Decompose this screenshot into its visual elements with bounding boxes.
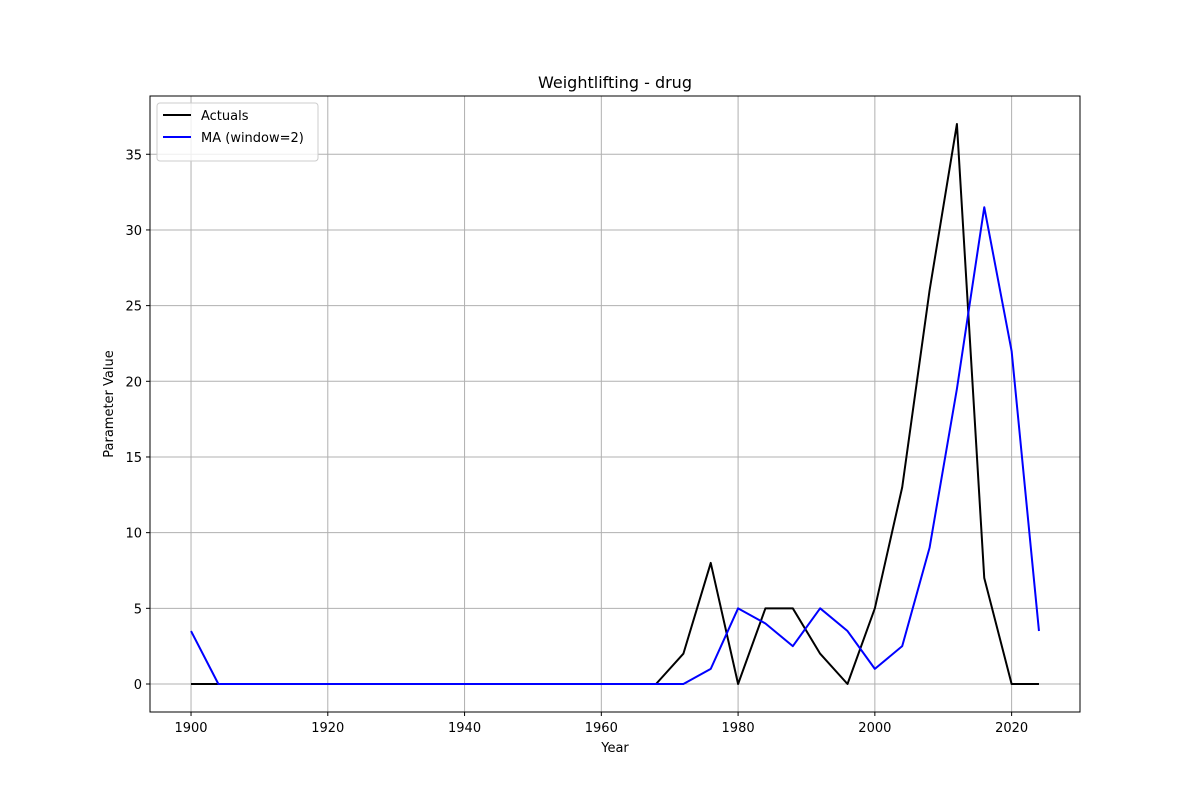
y-tick-label: 20 [125, 375, 142, 390]
legend-box [156, 102, 319, 162]
y-tick-label: 15 [125, 451, 142, 466]
legend-label: MA (window=2) [201, 131, 304, 146]
grid-lines [150, 96, 1080, 712]
x-tick-label: 1900 [174, 721, 207, 736]
y-tick-label: 10 [125, 527, 142, 542]
x-tick-label: 1920 [311, 721, 344, 736]
y-tick-label: 5 [134, 602, 142, 617]
x-tick-label: 2020 [995, 721, 1028, 736]
y-tick-label: 35 [125, 148, 142, 163]
x-tick-label: 1940 [448, 721, 481, 736]
y-tick-label: 25 [125, 300, 142, 315]
series-line-2 [190, 206, 1040, 685]
axis-ticks: 1900 1920 1940 1960 1980 2000 2020 0 5 10 15 20 25 30… [125, 148, 1028, 736]
legend-label: Actuals [201, 109, 249, 124]
y-axis-label: Parameter Value [102, 350, 117, 457]
y-tick-label: 0 [134, 678, 142, 693]
x-tick-label: 1960 [585, 721, 618, 736]
x-tick-label: 2000 [858, 721, 891, 736]
series-line-1 [191, 123, 1039, 685]
y-tick-label: 30 [125, 224, 142, 239]
axes-frame [149, 95, 1081, 713]
x-tick-label: 1980 [722, 721, 755, 736]
series-lines [190, 123, 1040, 685]
chart-title: Weightlifting - drug [538, 73, 692, 92]
legend: Actuals MA (window=2) [156, 102, 319, 162]
x-axis-label: Year [600, 741, 629, 756]
